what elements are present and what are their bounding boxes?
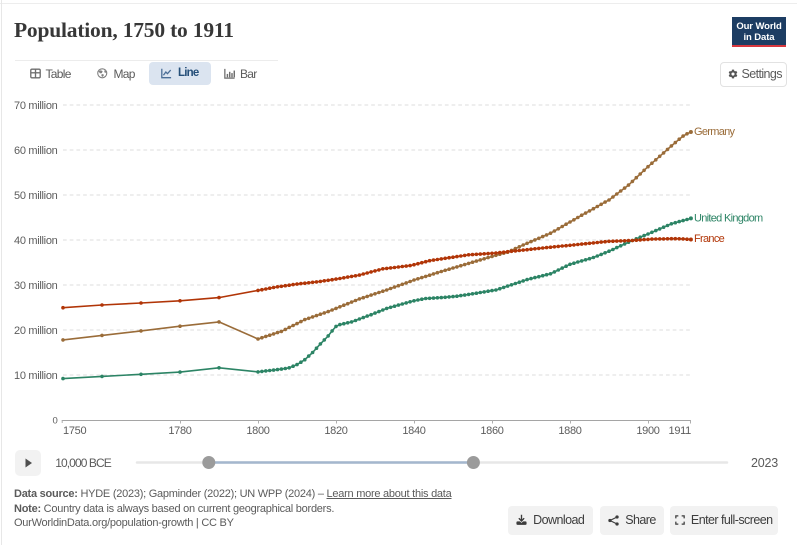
svg-text:10 million: 10 million bbox=[14, 370, 58, 382]
svg-text:1840: 1840 bbox=[402, 425, 425, 437]
svg-text:40 million: 40 million bbox=[14, 235, 58, 247]
svg-text:1780: 1780 bbox=[168, 425, 191, 437]
svg-text:Germany: Germany bbox=[694, 126, 736, 138]
svg-text:60 million: 60 million bbox=[14, 145, 58, 157]
svg-text:1880: 1880 bbox=[558, 425, 581, 437]
svg-text:30 million: 30 million bbox=[14, 280, 58, 292]
svg-text:70 million: 70 million bbox=[14, 100, 58, 112]
svg-text:1911: 1911 bbox=[669, 425, 692, 437]
svg-text:20 million: 20 million bbox=[14, 325, 58, 337]
svg-text:1800: 1800 bbox=[246, 425, 269, 437]
svg-text:1900: 1900 bbox=[636, 425, 659, 437]
svg-text:1750: 1750 bbox=[63, 425, 86, 437]
svg-text:1820: 1820 bbox=[324, 425, 347, 437]
svg-text:France: France bbox=[694, 233, 725, 245]
svg-text:1860: 1860 bbox=[480, 425, 503, 437]
svg-text:0: 0 bbox=[53, 416, 58, 427]
svg-text:50 million: 50 million bbox=[14, 190, 58, 202]
svg-text:United Kingdom: United Kingdom bbox=[694, 213, 763, 225]
